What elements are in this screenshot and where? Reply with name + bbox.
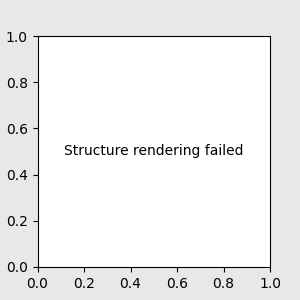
Text: Structure rendering failed: Structure rendering failed (64, 145, 244, 158)
